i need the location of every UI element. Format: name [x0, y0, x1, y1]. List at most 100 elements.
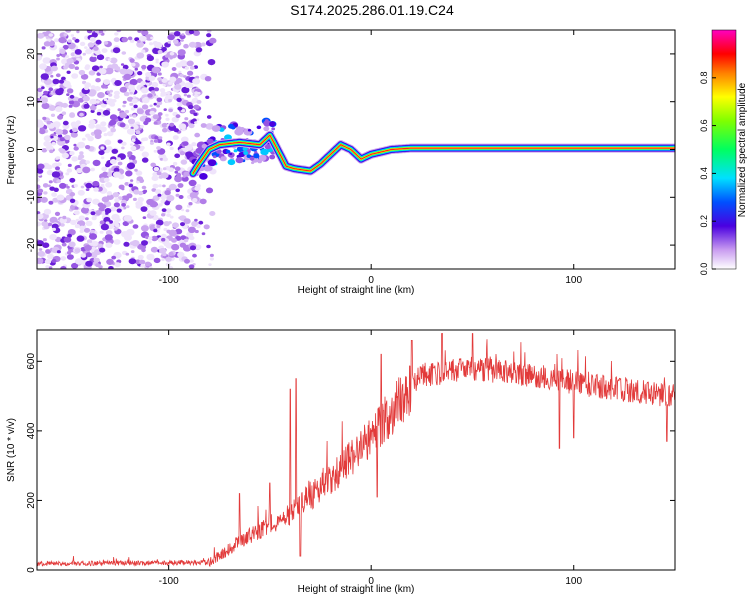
noise-speckle: [83, 103, 90, 109]
noise-speckle: [70, 219, 77, 226]
noise-speckle: [193, 112, 198, 117]
noise-speckle: [141, 157, 149, 163]
noise-speckle: [114, 223, 120, 228]
noise-speckle: [109, 114, 118, 121]
noise-speckle: [180, 109, 186, 113]
noise-speckle: [95, 78, 101, 83]
noise-speckle: [44, 259, 52, 265]
noise-speckle: [148, 75, 156, 81]
noise-speckle: [156, 146, 161, 150]
noise-speckle: [92, 159, 101, 167]
snr-ylabel: SNR (10 * v/v): [6, 418, 17, 482]
noise-speckle: [188, 41, 197, 48]
noise-speckle: [85, 217, 89, 221]
noise-speckle: [59, 48, 66, 54]
noise-speckle: [37, 177, 40, 182]
noise-speckle: [61, 102, 68, 108]
ridge-blob: [195, 147, 204, 154]
noise-speckle: [156, 100, 163, 106]
noise-speckle: [168, 251, 174, 257]
colorbar-ticks: 0.0 0.2 0.4 0.6 0.8: [699, 72, 716, 275]
noise-speckle: [194, 186, 201, 191]
noise-speckle: [48, 87, 54, 92]
noise-speckle: [177, 183, 184, 188]
noise-speckle: [193, 104, 200, 110]
ridge-blob: [269, 121, 276, 127]
noise-speckle: [188, 123, 195, 129]
noise-speckle: [174, 175, 183, 183]
noise-speckle: [78, 154, 85, 160]
noise-speckle: [131, 98, 138, 104]
noise-speckle: [80, 73, 89, 80]
noise-speckle: [126, 193, 133, 199]
noise-speckle: [130, 145, 137, 151]
noise-speckle: [175, 188, 180, 193]
noise-speckle: [103, 177, 110, 183]
noise-speckle: [163, 241, 171, 247]
ridge-blob: [243, 128, 253, 136]
noise-speckle: [91, 240, 99, 247]
noise-speckle: [152, 183, 159, 189]
noise-speckle: [78, 69, 86, 76]
noise-speckle: [85, 133, 91, 138]
noise-speckle: [129, 91, 133, 95]
noise-speckle: [184, 117, 189, 121]
noise-speckle: [97, 202, 104, 208]
noise-speckle: [183, 93, 188, 97]
noise-speckle: [77, 189, 85, 196]
noise-speckle: [123, 73, 132, 81]
noise-speckle: [169, 146, 174, 151]
noise-speckle: [179, 60, 188, 67]
noise-speckle: [37, 250, 45, 257]
noise-speckle: [98, 30, 104, 34]
noise-speckle: [179, 34, 186, 40]
noise-speckle: [195, 244, 202, 250]
colorbar-gradient: [711, 29, 737, 270]
ridge-blob: [247, 128, 252, 132]
noise-speckle: [112, 98, 117, 103]
noise-speckle: [111, 255, 117, 260]
noise-speckle: [102, 109, 111, 116]
noise-speckle: [55, 128, 63, 135]
noise-speckle: [68, 100, 75, 105]
colorbar-tick-label: 0.2: [699, 215, 709, 228]
noise-speckle: [181, 136, 189, 143]
noise-speckle: [94, 86, 101, 92]
noise-speckle: [58, 37, 67, 44]
noise-speckle: [187, 70, 194, 76]
noise-speckle: [40, 73, 49, 80]
noise-speckle: [113, 167, 120, 173]
noise-speckle: [189, 245, 197, 251]
noise-speckle: [168, 98, 172, 103]
noise-speckle: [44, 219, 48, 222]
x-tick-label: -100: [159, 576, 179, 587]
noise-speckle: [85, 48, 93, 55]
snr-frame: [36, 329, 676, 571]
noise-speckle: [209, 253, 214, 257]
noise-speckle: [208, 263, 212, 266]
noise-speckle: [209, 211, 216, 216]
noise-speckle: [127, 154, 131, 158]
noise-speckle: [162, 184, 166, 188]
noise-speckle: [51, 192, 57, 197]
noise-speckle: [187, 226, 196, 233]
noise-speckle: [168, 265, 174, 269]
noise-speckle: [151, 235, 158, 242]
noise-speckle: [48, 180, 53, 184]
noise-speckle: [41, 102, 50, 110]
noise-speckle: [154, 41, 163, 49]
noise-speckle: [82, 137, 86, 141]
noise-speckle: [74, 66, 80, 70]
noise-speckle: [132, 114, 137, 118]
noise-speckle: [48, 105, 56, 111]
noise-speckle: [91, 216, 97, 221]
noise-speckle: [129, 102, 134, 106]
noise-speckle: [147, 236, 153, 241]
x-tick-label: 100: [565, 275, 582, 286]
y-tick-label: 10: [26, 96, 37, 108]
noise-speckle: [56, 194, 65, 201]
noise-speckle: [99, 247, 106, 253]
noise-speckle: [110, 127, 116, 133]
noise-speckle: [101, 196, 110, 203]
ridge-blob: [199, 173, 208, 180]
